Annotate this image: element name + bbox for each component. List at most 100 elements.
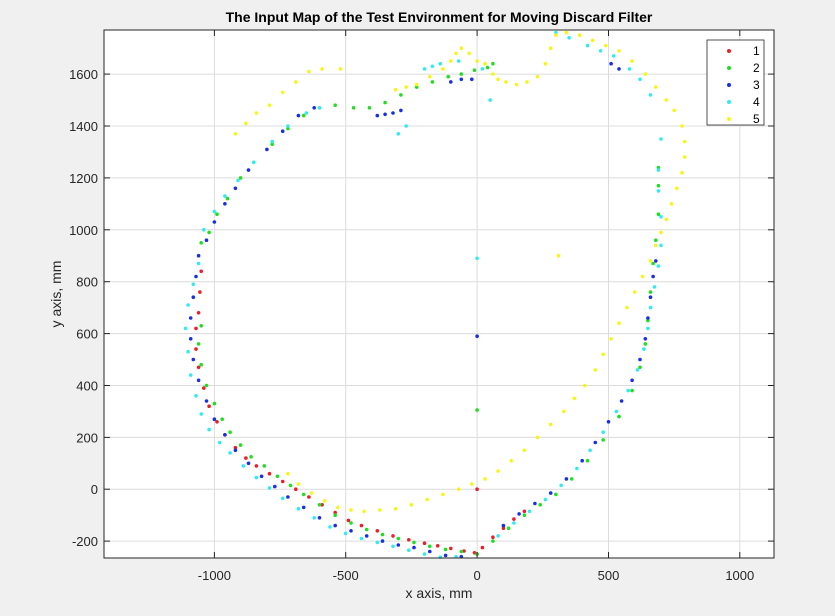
data-point	[640, 274, 645, 279]
data-point	[191, 282, 196, 287]
data-point	[307, 69, 311, 74]
data-point	[265, 147, 269, 152]
data-point	[472, 68, 477, 72]
data-point	[304, 111, 309, 115]
legend-label: 5	[753, 112, 760, 126]
data-point	[559, 483, 563, 488]
y-tick-label: 1400	[69, 119, 98, 134]
data-point	[317, 503, 322, 507]
y-tick-label: -200	[72, 534, 98, 549]
legend-marker	[727, 100, 731, 104]
data-point	[333, 510, 338, 515]
data-point	[349, 508, 353, 512]
data-point	[646, 318, 650, 323]
data-point	[646, 316, 650, 320]
data-point	[378, 508, 382, 512]
data-point	[548, 422, 553, 427]
data-point	[648, 259, 653, 263]
data-point	[364, 534, 369, 538]
y-tick-label: 0	[91, 482, 98, 497]
x-tick-label: 0	[473, 568, 480, 583]
data-point	[496, 469, 500, 473]
data-point	[320, 503, 324, 507]
data-point	[642, 347, 646, 351]
data-point	[399, 108, 403, 113]
legend-marker	[727, 117, 731, 121]
data-point	[307, 495, 311, 499]
data-point	[496, 77, 500, 82]
data-point	[212, 220, 217, 224]
data-point	[459, 549, 464, 554]
data-point	[202, 386, 206, 390]
data-point	[648, 290, 653, 294]
grid	[104, 30, 774, 558]
data-point	[396, 536, 401, 541]
data-point	[522, 448, 527, 453]
data-point	[199, 362, 203, 367]
data-point	[286, 471, 290, 476]
x-tick-label: -1000	[198, 568, 231, 583]
data-point	[577, 33, 582, 37]
data-point	[651, 274, 655, 279]
data-point	[601, 438, 605, 442]
data-point	[443, 553, 448, 558]
data-point	[246, 168, 251, 172]
data-point	[669, 202, 674, 206]
data-point	[672, 108, 676, 113]
data-point	[617, 67, 621, 71]
data-point	[223, 194, 227, 198]
data-point	[280, 129, 285, 133]
data-point	[443, 547, 448, 552]
legend[interactable]: 1 2 3 4 5	[706, 39, 765, 126]
data-point	[275, 474, 280, 479]
data-point	[233, 186, 238, 191]
data-point	[656, 168, 661, 172]
data-point	[333, 523, 338, 528]
legend-box	[706, 39, 765, 126]
y-tick-label: 1000	[69, 223, 98, 238]
data-point	[459, 46, 464, 50]
y-tick-label: 1200	[69, 171, 98, 186]
data-point	[483, 477, 487, 481]
data-point	[191, 295, 196, 300]
data-point	[562, 409, 566, 414]
data-point	[569, 477, 574, 481]
x-axis-label: x axis, mm	[406, 585, 473, 601]
data-point	[554, 492, 558, 497]
data-point	[220, 417, 224, 422]
data-point	[475, 334, 479, 339]
data-point	[659, 215, 663, 219]
data-point	[286, 126, 290, 131]
data-point	[601, 352, 605, 357]
data-point	[648, 93, 653, 97]
data-point	[446, 74, 451, 79]
data-point	[270, 139, 275, 144]
data-point	[425, 497, 430, 502]
data-point	[462, 549, 466, 553]
data-point	[333, 513, 338, 517]
data-point	[198, 290, 202, 294]
data-point	[630, 378, 634, 383]
data-point	[375, 529, 380, 533]
data-point	[441, 67, 445, 71]
data-point	[196, 253, 201, 258]
data-point	[514, 82, 519, 87]
data-point	[554, 33, 558, 37]
series-1	[194, 269, 527, 555]
data-point	[638, 77, 642, 82]
data-point	[619, 399, 624, 403]
data-point	[509, 458, 514, 463]
data-point	[475, 487, 479, 492]
data-point	[399, 93, 403, 97]
legend-marker	[727, 66, 731, 70]
data-point	[580, 458, 584, 463]
data-point	[383, 112, 387, 117]
data-point	[333, 103, 338, 107]
data-point	[228, 430, 232, 435]
data-point	[659, 243, 663, 248]
x-tick-label: 1000	[725, 568, 754, 583]
data-point	[215, 420, 219, 424]
axes-background	[104, 30, 774, 558]
